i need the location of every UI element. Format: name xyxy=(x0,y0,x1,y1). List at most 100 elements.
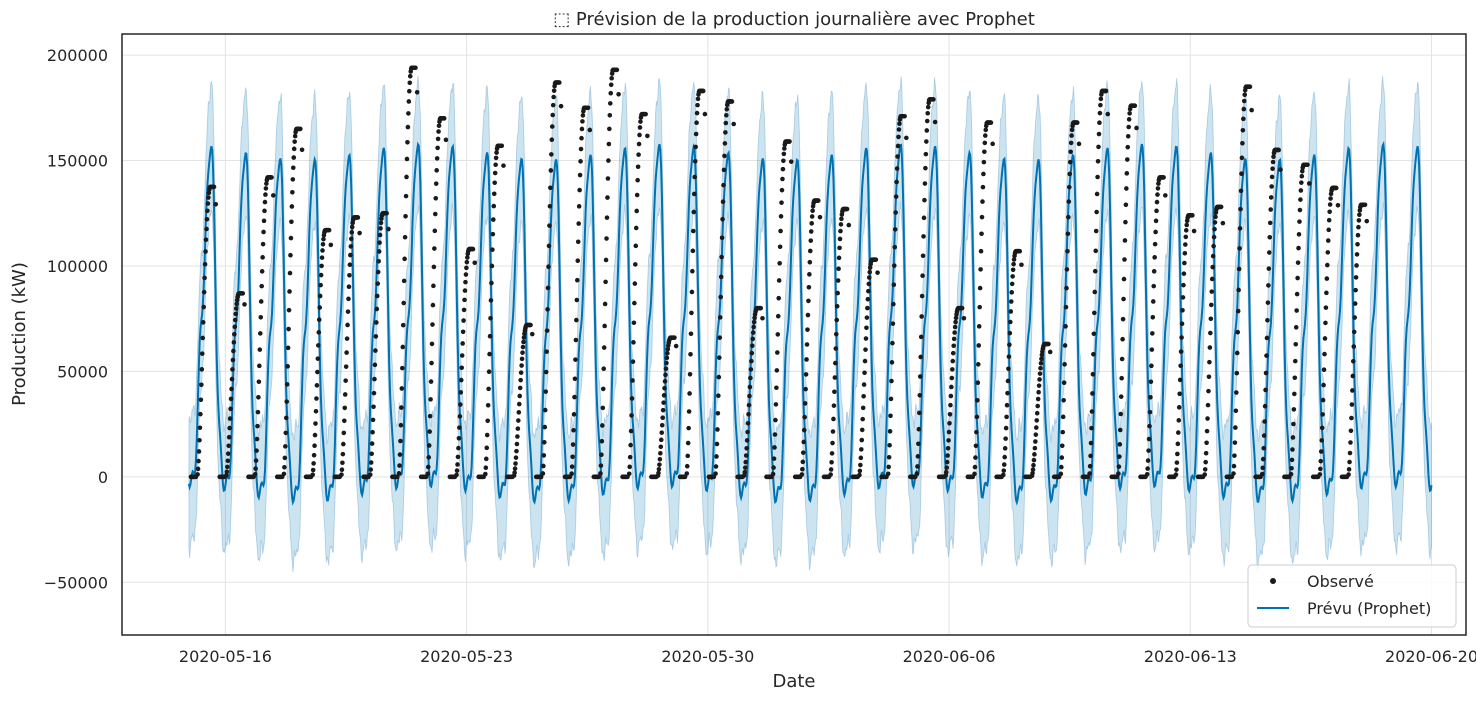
observed-point xyxy=(805,312,811,318)
observed-point xyxy=(463,272,469,277)
observed-point xyxy=(258,314,264,320)
observed-point xyxy=(310,467,316,473)
observed-point xyxy=(1064,267,1070,272)
observed-point xyxy=(441,116,447,121)
observed-point xyxy=(837,245,842,251)
observed-point xyxy=(231,348,236,354)
observed-point xyxy=(829,451,835,456)
observed-point xyxy=(517,385,523,391)
observed-point xyxy=(549,124,555,129)
observed-point xyxy=(1011,257,1017,262)
observed-point xyxy=(370,417,376,423)
observed-point xyxy=(542,440,547,445)
observed-point xyxy=(924,128,930,133)
observed-point xyxy=(427,413,433,419)
observed-point xyxy=(1003,436,1008,441)
observed-point xyxy=(687,391,692,396)
forecast-series-line xyxy=(187,140,1433,506)
observed-point xyxy=(979,214,985,220)
observed-point xyxy=(662,379,668,384)
observed-point xyxy=(397,452,403,457)
observed-point xyxy=(830,440,835,446)
observed-point xyxy=(972,464,978,470)
observed-point xyxy=(345,309,351,314)
observed-point xyxy=(225,458,231,464)
observed-point xyxy=(283,415,289,421)
observed-point xyxy=(925,110,931,116)
observed-point xyxy=(1132,103,1138,108)
observed-point xyxy=(1066,184,1072,190)
observed-point xyxy=(1236,287,1241,293)
observed-point xyxy=(1163,193,1168,198)
observed-point xyxy=(802,401,808,406)
observed-point xyxy=(1293,341,1299,347)
observed-point xyxy=(1292,358,1298,364)
observed-point xyxy=(372,376,377,382)
observed-point xyxy=(284,399,290,404)
observed-point xyxy=(257,363,262,369)
observed-point xyxy=(576,204,582,209)
observed-point xyxy=(686,409,692,414)
observed-point xyxy=(1242,92,1248,98)
observed-point xyxy=(1208,330,1213,336)
observed-point xyxy=(662,385,667,391)
observed-point xyxy=(406,111,411,116)
observed-point xyxy=(520,344,526,350)
observed-point xyxy=(745,429,750,435)
observed-point xyxy=(1326,227,1332,233)
observed-point xyxy=(982,140,988,146)
observed-point xyxy=(888,413,893,419)
observed-point xyxy=(1155,192,1160,197)
observed-point xyxy=(256,394,261,400)
observed-point xyxy=(1036,389,1041,395)
observed-point xyxy=(256,379,262,385)
observed-point xyxy=(803,386,808,392)
observed-point xyxy=(1209,276,1215,282)
observed-point xyxy=(436,123,442,129)
observed-point xyxy=(834,317,840,323)
observed-point xyxy=(976,324,982,329)
observed-point xyxy=(888,396,894,402)
observed-point xyxy=(860,416,866,422)
observed-point xyxy=(513,461,518,466)
observed-point xyxy=(637,125,643,130)
observed-point xyxy=(760,315,765,321)
observed-point xyxy=(645,133,650,139)
observed-point xyxy=(1209,289,1215,294)
observed-point xyxy=(339,467,345,473)
observed-point xyxy=(953,319,958,325)
observed-point xyxy=(233,306,239,311)
observed-point xyxy=(713,471,718,476)
observed-point xyxy=(691,191,697,197)
observed-point xyxy=(713,464,719,469)
observed-point xyxy=(485,403,491,408)
observed-point xyxy=(454,468,460,473)
observed-point xyxy=(684,463,690,469)
observed-point xyxy=(465,255,470,260)
observed-point xyxy=(979,231,984,237)
observed-point xyxy=(1097,120,1102,126)
observed-point xyxy=(688,331,694,337)
observed-point xyxy=(631,320,637,326)
observed-point xyxy=(464,259,470,265)
observed-point xyxy=(690,268,695,274)
observed-point xyxy=(673,343,679,349)
observed-point xyxy=(1324,276,1330,281)
observed-point xyxy=(1033,432,1039,437)
observed-point xyxy=(574,317,579,323)
observed-point xyxy=(443,137,449,143)
y-axis-ticks: −50000 0 50000 100000 150000 200000 xyxy=(44,46,108,592)
observed-point xyxy=(396,471,402,476)
observed-point xyxy=(1249,107,1254,113)
observed-point xyxy=(1177,391,1182,397)
observed-point xyxy=(231,340,237,345)
observed-point xyxy=(599,452,604,458)
observed-point xyxy=(949,375,955,381)
observed-point xyxy=(981,159,987,165)
observed-point xyxy=(548,185,553,191)
observed-point xyxy=(1322,336,1328,341)
observed-point xyxy=(777,244,783,250)
observed-point xyxy=(866,281,872,287)
observed-point xyxy=(557,80,562,85)
observed-point xyxy=(1206,374,1212,380)
